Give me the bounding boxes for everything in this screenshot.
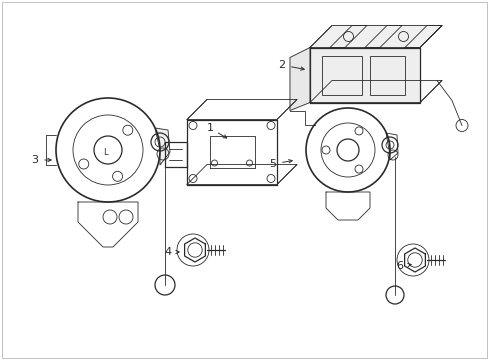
Polygon shape xyxy=(309,26,441,48)
Polygon shape xyxy=(309,48,419,103)
Text: 1: 1 xyxy=(206,123,213,133)
Text: 3: 3 xyxy=(31,155,39,165)
Text: L: L xyxy=(102,148,107,157)
Text: 6: 6 xyxy=(396,261,403,271)
Polygon shape xyxy=(309,81,441,103)
Polygon shape xyxy=(289,48,309,111)
Polygon shape xyxy=(184,238,205,262)
Text: 4: 4 xyxy=(164,247,171,257)
Bar xyxy=(369,55,404,95)
Polygon shape xyxy=(404,248,425,272)
Text: 5: 5 xyxy=(269,159,276,169)
Polygon shape xyxy=(155,128,170,165)
Text: 2: 2 xyxy=(278,60,285,70)
Bar xyxy=(321,55,361,95)
